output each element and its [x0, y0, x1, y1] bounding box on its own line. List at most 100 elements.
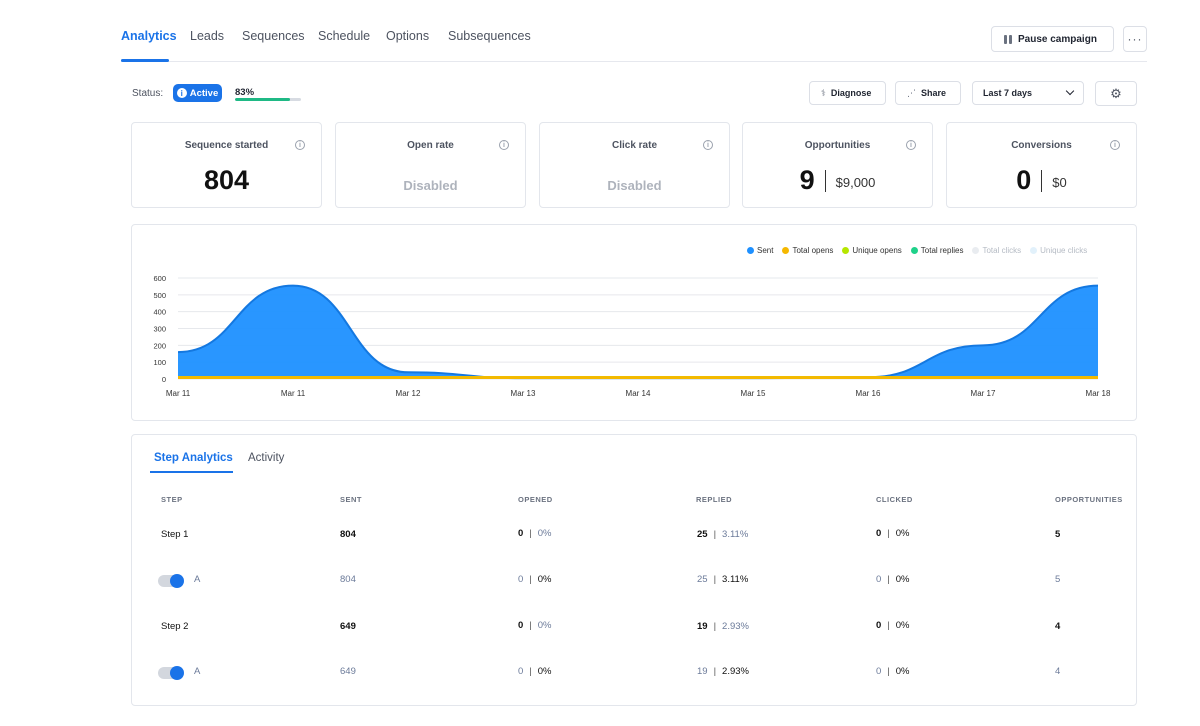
- legend-item-unique-clicks[interactable]: Unique clicks: [1030, 245, 1087, 255]
- stat-card-click-rate: Click rate i Disabled: [539, 122, 730, 208]
- opened-percent: 0%: [537, 666, 552, 677]
- settings-button[interactable]: ⚙: [1095, 81, 1137, 106]
- replied-count: 25: [697, 529, 708, 540]
- tab-sequences[interactable]: Sequences: [242, 29, 305, 43]
- divider: [1041, 169, 1043, 192]
- separator: |: [713, 529, 717, 540]
- step-analytics-card: [131, 434, 1137, 706]
- info-icon[interactable]: i: [295, 140, 305, 150]
- stat-title: Open rate: [407, 140, 454, 151]
- tab-schedule[interactable]: Schedule: [318, 29, 371, 43]
- diagnose-label: Diagnose: [830, 88, 872, 98]
- opened-percent: 0%: [537, 528, 552, 539]
- replied-count: 19: [697, 621, 708, 632]
- variant-name: A: [194, 574, 201, 585]
- legend-swatch: [1030, 246, 1038, 254]
- stat-value-disabled: Disabled: [403, 178, 458, 193]
- replied-cell: 25 | 3.11%: [697, 574, 748, 585]
- diagnose-button[interactable]: ⚕ Diagnose: [809, 81, 886, 105]
- tab-leads[interactable]: Leads: [190, 29, 225, 43]
- ellipsis-icon: ···: [1127, 32, 1143, 46]
- legend-label: Total opens: [792, 245, 834, 255]
- opportunities-value: 5: [1055, 574, 1061, 585]
- more-options-button[interactable]: ···: [1123, 26, 1147, 52]
- x-tick-label: Mar 14: [626, 389, 651, 398]
- y-tick-label: 100: [153, 358, 166, 367]
- opened-percent: 0%: [537, 620, 552, 631]
- legend-item-total-replies[interactable]: Total replies: [910, 245, 963, 255]
- stat-card-open-rate: Open rate i Disabled: [335, 122, 526, 208]
- active-subtab-indicator: [150, 471, 233, 473]
- replied-percent: 2.93%: [722, 666, 749, 677]
- y-tick-label: 600: [153, 274, 166, 283]
- info-icon[interactable]: i: [906, 140, 916, 150]
- pause-icon: [1004, 34, 1012, 44]
- opportunities-value: 5: [1055, 529, 1061, 540]
- replied-percent: 3.11%: [722, 574, 749, 585]
- status-badge[interactable]: i Active: [173, 84, 222, 102]
- toggle-knob: [170, 666, 184, 680]
- stat-value: 0: [1016, 165, 1032, 195]
- legend-item-sent[interactable]: Sent: [747, 245, 773, 255]
- separator: |: [529, 666, 532, 677]
- separator: |: [529, 620, 532, 631]
- progress-bar-fill: [235, 98, 290, 101]
- date-range-select[interactable]: Last 7 days: [972, 81, 1084, 105]
- share-button[interactable]: ⋰ Share: [895, 81, 961, 105]
- opened-percent: 0%: [537, 574, 552, 585]
- share-icon: ⋰: [907, 87, 916, 98]
- tab-activity[interactable]: Activity: [248, 452, 285, 464]
- clicked-count: 0: [876, 620, 882, 631]
- opened-count: 0: [518, 666, 524, 677]
- tab-step-analytics[interactable]: Step Analytics: [154, 452, 233, 464]
- column-header-replied: REPLIED: [696, 495, 733, 504]
- x-tick-label: Mar 17: [971, 389, 996, 398]
- opened-cell: 0 | 0%: [518, 528, 552, 539]
- separator: |: [887, 528, 890, 539]
- tab-subsequences[interactable]: Subsequences: [448, 29, 531, 43]
- x-tick-label: Mar 11: [166, 389, 191, 398]
- x-tick-label: Mar 15: [741, 389, 766, 398]
- y-tick-label: 200: [153, 341, 166, 350]
- info-icon: i: [176, 88, 187, 98]
- replied-count: 25: [697, 574, 708, 585]
- variant-toggle[interactable]: [158, 574, 184, 588]
- stat-value: 804: [203, 165, 250, 195]
- stethoscope-icon: ⚕: [821, 87, 826, 98]
- legend-swatch: [972, 246, 980, 254]
- info-icon[interactable]: i: [1110, 140, 1120, 150]
- separator: |: [529, 574, 532, 585]
- y-tick-label: 400: [153, 308, 166, 317]
- legend-item-total-clicks[interactable]: Total clicks: [972, 245, 1021, 255]
- series-band-total-opens: [178, 377, 1098, 379]
- separator: |: [713, 574, 717, 585]
- chart-legend: Sent Total opens Unique opens Total replies…: [747, 245, 1087, 255]
- stat-value-group: 0 $0: [947, 165, 1136, 196]
- replied-percent: 3.11%: [722, 529, 749, 540]
- column-header-opportunities: OPPORTUNITIES: [1055, 495, 1123, 504]
- variant-toggle[interactable]: [158, 666, 184, 680]
- info-icon[interactable]: i: [499, 140, 509, 150]
- x-tick-label: Mar 16: [856, 389, 881, 398]
- tab-analytics[interactable]: Analytics: [121, 29, 177, 43]
- x-tick-label: Mar 13: [511, 389, 536, 398]
- pause-campaign-button[interactable]: Pause campaign: [991, 26, 1114, 52]
- active-tab-indicator: [121, 59, 169, 62]
- step-name: Step 2: [161, 621, 189, 632]
- legend-item-unique-opens[interactable]: Unique opens: [842, 245, 902, 255]
- separator: |: [713, 666, 717, 677]
- opened-cell: 0 | 0%: [518, 574, 552, 585]
- opened-count: 0: [518, 574, 524, 585]
- replied-percent: 2.93%: [722, 621, 749, 632]
- variant-name: A: [194, 666, 201, 677]
- clicked-count: 0: [876, 528, 882, 539]
- info-icon[interactable]: i: [703, 140, 713, 150]
- legend-item-total-opens[interactable]: Total opens: [782, 245, 833, 255]
- sent-value: 804: [340, 574, 356, 585]
- opened-cell: 0 | 0%: [518, 620, 552, 631]
- pause-campaign-label: Pause campaign: [1018, 33, 1097, 45]
- stat-amount: $0: [1052, 175, 1067, 190]
- clicked-percent: 0%: [895, 528, 910, 539]
- tab-options[interactable]: Options: [386, 29, 430, 43]
